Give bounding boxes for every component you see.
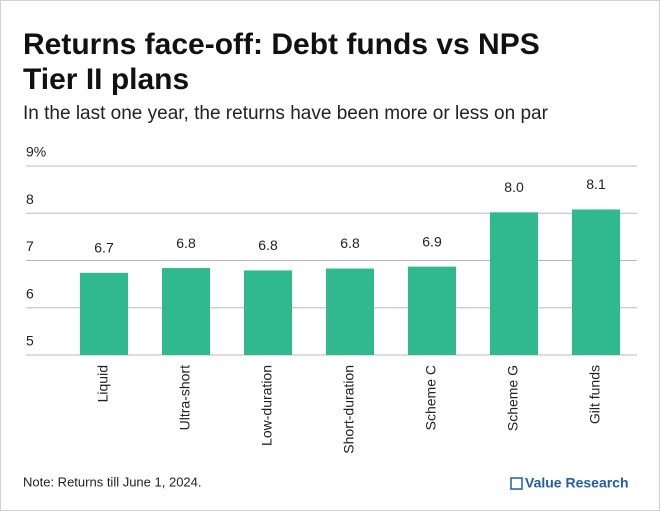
x-tick-label: Liquid — [95, 365, 111, 402]
bar — [162, 268, 210, 355]
data-label: 6.9 — [422, 233, 442, 249]
note: Note: Returns till June 1, 2024. — [23, 474, 202, 489]
chart-title: Returns face-off: Debt funds vs NPS — [23, 28, 540, 61]
bar — [408, 266, 456, 355]
bar — [326, 268, 374, 355]
data-label: 8.1 — [586, 176, 606, 192]
data-label: 6.7 — [94, 239, 114, 255]
bar — [572, 209, 620, 355]
data-label: 6.8 — [340, 235, 360, 251]
x-tick-label: Low-duration — [259, 365, 275, 446]
x-tick-label: Ultra-short — [177, 365, 193, 430]
y-tick-label: 9% — [26, 144, 46, 160]
y-tick-label: 5 — [26, 333, 34, 349]
x-tick-label: Scheme G — [505, 365, 521, 431]
subtitle: In the last one year, the returns have b… — [23, 103, 549, 124]
chart-title: Tier II plans — [23, 63, 189, 96]
x-tick-label: Gilt funds — [587, 365, 603, 424]
y-tick-label: 7 — [26, 238, 34, 254]
x-tick-label: Scheme C — [423, 365, 439, 430]
data-label: 8.0 — [504, 179, 524, 195]
bar — [80, 272, 128, 355]
logo-icon — [510, 477, 523, 490]
bar — [490, 212, 538, 355]
y-tick-label: 8 — [26, 191, 34, 207]
bar — [244, 270, 292, 355]
x-tick-label: Short-duration — [341, 365, 357, 454]
logo: Value Research — [525, 475, 629, 491]
data-label: 6.8 — [176, 235, 196, 251]
data-label: 6.8 — [258, 237, 278, 253]
y-tick-label: 6 — [26, 285, 34, 301]
